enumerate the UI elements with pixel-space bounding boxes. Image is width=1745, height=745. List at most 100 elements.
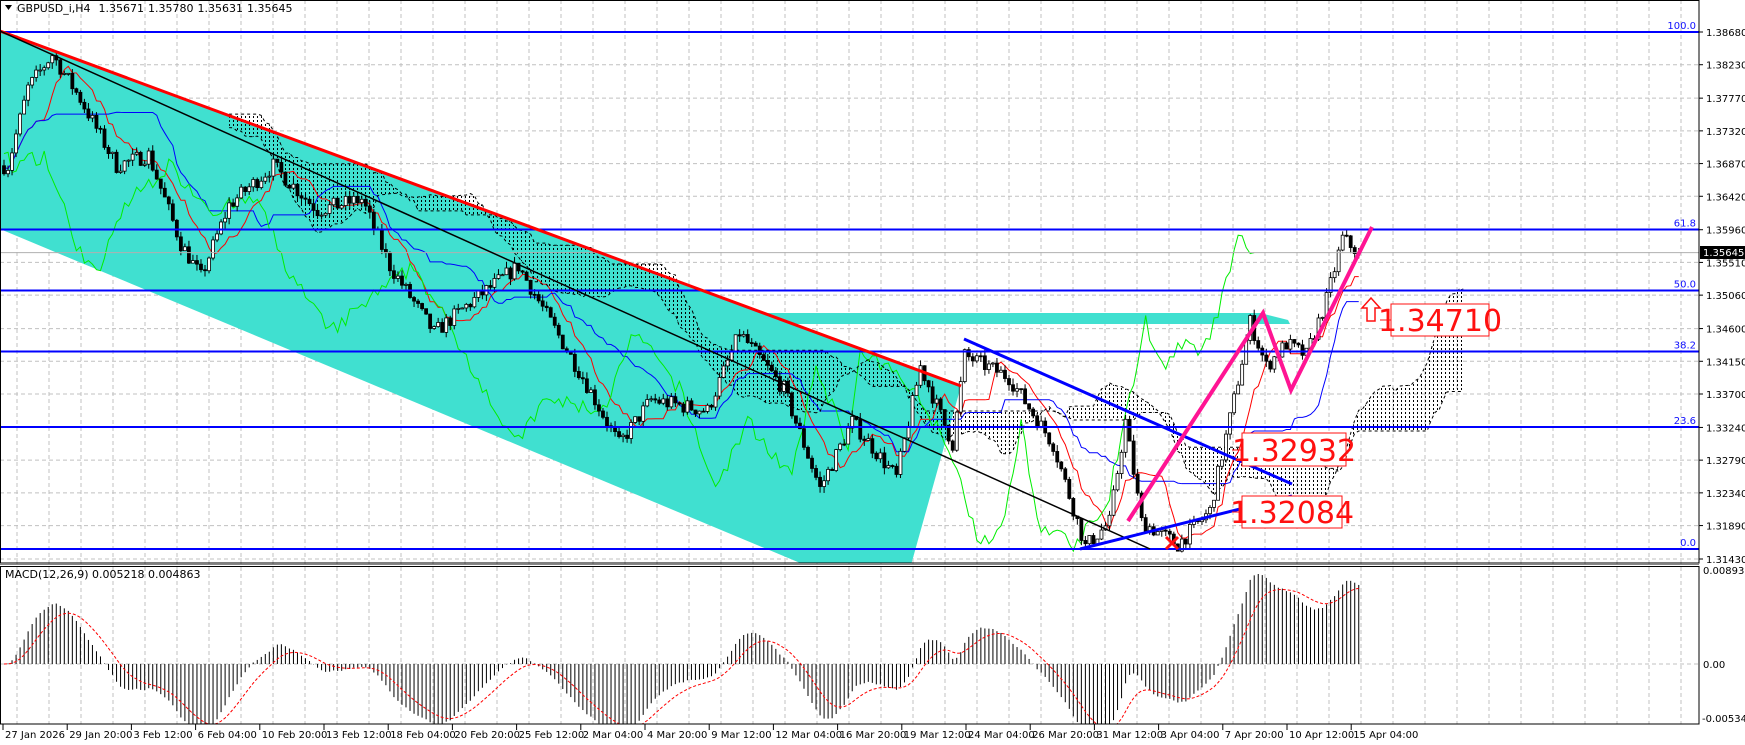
candle (331, 197, 336, 208)
candle (765, 353, 770, 371)
candle (910, 391, 915, 428)
macd-panel[interactable] (3, 574, 1360, 739)
time-tick: 15 Apr 04:00 (1353, 730, 1418, 741)
candle (1023, 384, 1027, 405)
candle (999, 366, 1003, 373)
candle (166, 195, 171, 211)
time-tick: 18 Feb 04:00 (390, 730, 456, 741)
fib-level-label: 23.6 (1674, 416, 1696, 427)
candle (556, 322, 561, 339)
high-value: 1.35780 (148, 2, 194, 15)
candle (665, 394, 670, 411)
candle (681, 401, 686, 417)
candle (918, 360, 923, 389)
macd-signal-line (3, 587, 1359, 724)
candle (717, 372, 722, 400)
candle (769, 361, 774, 373)
candle (428, 313, 433, 334)
candle (492, 273, 497, 293)
candle (251, 177, 256, 192)
candle (540, 294, 545, 312)
candle (552, 312, 557, 329)
support-label-box[interactable] (1241, 495, 1343, 529)
price-tick: 1.35960 (1706, 226, 1745, 237)
candle (661, 393, 666, 406)
candle (637, 416, 642, 426)
candle (303, 193, 308, 205)
candle (158, 178, 163, 195)
candle (653, 393, 658, 404)
macd-label: MACD(12,26,9) 0.005218 0.004863 (5, 568, 201, 581)
candle (745, 329, 750, 344)
candle (838, 442, 843, 452)
main-panel[interactable]: 100.0 61.8 50.0 38.2 23.6 0.0 1.34710 1.32932… (0, 21, 1699, 565)
candle (508, 266, 513, 286)
candle (834, 448, 839, 473)
time-tick: 29 Jan 20:00 (69, 730, 132, 741)
resistance-label: 1.34710 (1378, 304, 1502, 339)
candle (404, 282, 408, 290)
fib-level-label: 50.0 (1674, 279, 1696, 290)
candle (773, 367, 778, 380)
candle (86, 103, 91, 121)
mid-label-box[interactable] (1241, 432, 1347, 467)
candles (2, 50, 1361, 553)
candle (1320, 316, 1325, 321)
price-tick: 1.35510 (1706, 258, 1745, 269)
candle (452, 305, 457, 330)
candle (30, 76, 35, 89)
regression-channel[interactable] (0, 31, 961, 565)
black-trendline[interactable] (0, 30, 1151, 550)
candle (625, 429, 629, 443)
red-trendline[interactable] (0, 29, 962, 388)
time-tick: 31 Mar 12:00 (1096, 730, 1163, 741)
time-tick: 16 Mar 20:00 (840, 730, 907, 741)
time-tick: 26 Mar 20:00 (1032, 730, 1099, 741)
candle (126, 159, 131, 167)
blue-trendline-upper[interactable] (963, 337, 1293, 486)
time-tick: 10 Apr 12:00 (1289, 730, 1354, 741)
candle (1015, 383, 1019, 398)
candle (810, 455, 814, 473)
candle (400, 270, 404, 289)
time-axis[interactable]: 27 Jan 2026 29 Jan 20:00 3 Feb 12:00 6 Feb … (2, 724, 1418, 741)
fib-level-label: 0.0 (1680, 538, 1696, 549)
price-axis[interactable]: 1.38680 1.38230 1.37770 1.37320 1.36870 1.364… (1699, 28, 1745, 566)
candle (299, 192, 304, 205)
candle (528, 279, 533, 299)
time-tick: 7 Apr 20:00 (1225, 730, 1284, 741)
close-value: 1.35645 (247, 2, 293, 15)
candle (1083, 536, 1088, 548)
candle (178, 231, 183, 256)
candle (1284, 341, 1289, 350)
candle (154, 164, 159, 180)
candle (162, 182, 167, 198)
candle (978, 350, 983, 362)
candle (1216, 464, 1220, 501)
dropdown-triangle-icon[interactable] (5, 5, 12, 10)
chart-header: GBPUSD_i,H4 1.35671 1.35780 1.35631 1.35645 (5, 2, 293, 15)
candle (1087, 535, 1092, 546)
candle (34, 65, 39, 82)
candle (572, 348, 577, 378)
cross-marker-icon (1164, 535, 1180, 551)
time-tick: 20 Feb 20:00 (454, 730, 520, 741)
fibonacci-retracement[interactable]: 100.0 61.8 50.0 38.2 23.6 0.0 (0, 21, 1699, 551)
time-tick: 25 Feb 12:00 (519, 730, 585, 741)
candle (255, 177, 260, 192)
candle (223, 211, 228, 229)
candle (886, 460, 891, 469)
candle (307, 196, 312, 205)
fib-level-label: 38.2 (1674, 341, 1696, 352)
candle (741, 330, 746, 338)
candle (18, 112, 22, 137)
candle (1268, 359, 1273, 373)
candle (709, 403, 714, 410)
resistance-label-box[interactable] (1390, 303, 1490, 337)
resistance-zone[interactable] (548, 313, 1290, 324)
candle (721, 361, 726, 379)
candle (460, 307, 465, 310)
candle (1063, 466, 1068, 483)
zigzag-pattern[interactable] (1126, 226, 1374, 523)
